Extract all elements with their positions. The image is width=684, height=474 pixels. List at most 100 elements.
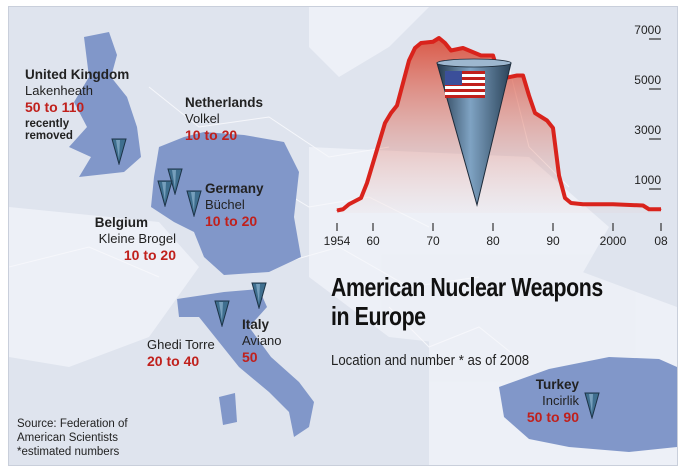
source-line: Source: Federation of [17, 418, 128, 430]
sardinia-shape [219, 393, 237, 425]
label-turkey: Turkey Incirlik 50 to 90 [509, 377, 579, 425]
chart-point [444, 42, 446, 44]
country-name: Netherlands [185, 95, 264, 110]
x-tick-label: 1954 [324, 234, 351, 248]
chart-point [492, 55, 494, 56]
footnote: *estimated numbers [17, 446, 120, 458]
chart-point [408, 60, 410, 61]
country-name: Germany [205, 181, 264, 196]
title-line-1: American Nuclear Weapons [331, 272, 603, 302]
chart-point [648, 208, 650, 210]
chart-point [522, 75, 524, 76]
chart-point [348, 203, 350, 205]
weapon-count: 50 to 110 [25, 99, 85, 115]
label-united-kingdom: United Kingdom Lakenheath 50 to 110 rece… [25, 67, 129, 142]
chart-point [336, 210, 338, 211]
chart-point [384, 122, 386, 124]
base-name: Incirlik [542, 393, 579, 408]
italy-shape [177, 289, 314, 437]
x-tick-label: 80 [486, 234, 500, 248]
chart-point [516, 75, 518, 76]
label-ghedi-torre: Ghedi Torre 20 to 40 [147, 337, 215, 369]
us-flag-icon [445, 71, 485, 98]
chart-point [660, 208, 662, 210]
y-tick-label: 3000 [634, 123, 661, 137]
nuclear-weapon-marker-icon [111, 137, 127, 166]
chart-point [366, 182, 368, 184]
map-subtitle: Location and number * as of 2008 [331, 352, 530, 369]
x-tick-label: 60 [366, 234, 380, 248]
x-tick-label: 2000 [600, 234, 627, 248]
source-line: American Scientists [17, 432, 118, 444]
label-belgium: Belgium Kleine Brogel 10 to 20 [61, 215, 176, 263]
chart-point [546, 120, 548, 121]
scandinavia-land [309, 7, 429, 77]
title-line-2: in Europe [331, 301, 426, 331]
chart-point [402, 82, 404, 84]
chart-point [414, 47, 416, 49]
nuclear-weapon-marker-icon [584, 391, 600, 420]
nuclear-weapon-marker-icon [214, 299, 230, 328]
chart-point [342, 208, 344, 210]
base-name: Büchel [205, 197, 245, 212]
chart-line [336, 36, 661, 213]
chart-point [450, 50, 452, 51]
chart-point [390, 112, 392, 114]
chart-point [372, 162, 374, 164]
map-title: American Nuclear Weapons in Europe [331, 273, 603, 331]
y-tick-label: 7000 [634, 23, 661, 37]
base-name: Aviano [242, 333, 282, 348]
chart-point [570, 202, 572, 204]
chart-point [642, 205, 644, 206]
source-note: Source: Federation of American Scientist… [17, 417, 128, 459]
chart-point [420, 42, 422, 44]
label-germany: Germany Büchel 10 to 20 [205, 181, 264, 229]
weapon-count: 10 to 20 [185, 127, 238, 143]
nuclear-weapon-marker-icon [251, 281, 267, 310]
chart-point [378, 142, 380, 144]
y-tick-label: 5000 [634, 73, 661, 87]
x-tick-label: 90 [546, 234, 560, 248]
chart-point [468, 50, 470, 51]
chart-point [432, 41, 434, 43]
germany-benelux-shape [151, 132, 301, 275]
france-iberia-land [9, 207, 199, 367]
weapon-count: 20 to 40 [147, 353, 200, 369]
country-name: Italy [242, 317, 270, 332]
chart-point [480, 55, 482, 56]
y-tick-label: 1000 [634, 173, 661, 187]
chart-point [396, 105, 398, 106]
weapon-count: 50 [242, 349, 258, 365]
x-tick-label: 70 [426, 234, 440, 248]
chart-point [528, 95, 530, 96]
weapon-count: 10 to 20 [123, 247, 176, 263]
base-name: Kleine Brogel [98, 231, 176, 246]
country-name: United Kingdom [25, 67, 130, 82]
chart-point [438, 37, 440, 39]
nuclear-weapon-marker-icon [157, 179, 173, 208]
label-netherlands: Netherlands Volkel 10 to 20 [185, 95, 263, 143]
warhead-count-chart: 1954 60 70 80 90 2000 08 7000 5000 3000 1000 [324, 23, 668, 248]
country-name: Belgium [94, 215, 148, 230]
chart-point [564, 197, 566, 199]
us-flag-cone-icon [436, 58, 512, 207]
chart-point [360, 197, 362, 199]
chart-area-fill [337, 38, 661, 213]
weapon-count: 50 to 90 [526, 409, 579, 425]
weapon-count: 10 to 20 [205, 213, 258, 229]
base-name: Volkel [185, 111, 220, 126]
chart-point [612, 203, 614, 205]
chart-point [582, 203, 584, 205]
chart-point [462, 47, 464, 49]
europe-map: 1954 60 70 80 90 2000 08 7000 5000 3000 1000 Unite… [8, 6, 678, 466]
x-tick-label: 08 [654, 234, 668, 248]
nuclear-weapon-marker-icon [186, 189, 202, 218]
chart-point [558, 175, 560, 176]
note: recently removed [25, 118, 73, 142]
country-name: Turkey [535, 377, 579, 392]
label-italy: Italy Aviano 50 [242, 317, 282, 365]
base-name: Lakenheath [25, 83, 93, 98]
chart-point [552, 127, 554, 129]
chart-point [534, 112, 536, 114]
base-name: Ghedi Torre [147, 337, 215, 352]
